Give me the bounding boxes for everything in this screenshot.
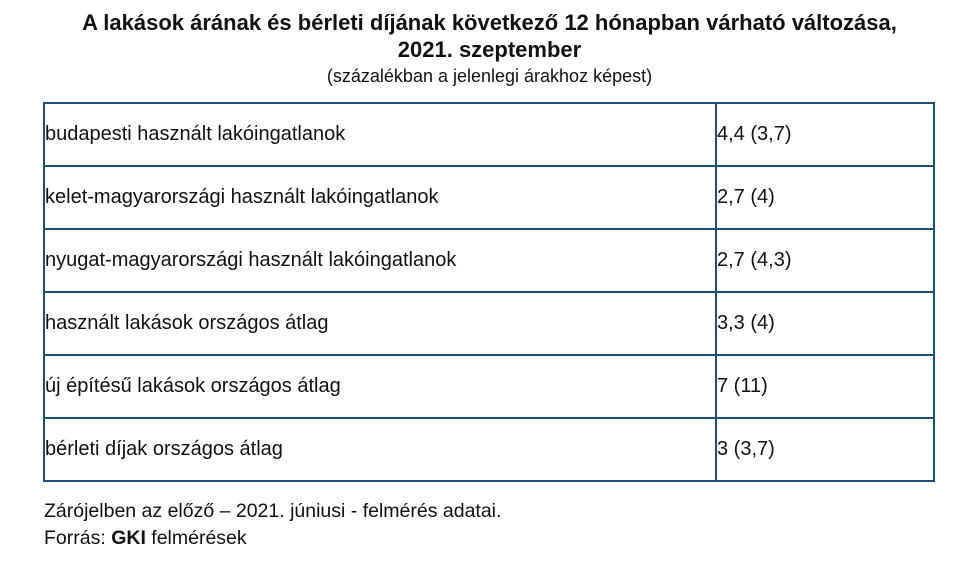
figure-subtitle: (százalékban a jelenlegi árakhoz képest)	[326, 66, 653, 86]
row-value: 2,7 (4,3)	[715, 228, 935, 293]
row-label: kelet-magyarországi használt lakóingatla…	[43, 165, 717, 230]
figure-title-line2: 2021. szeptember	[397, 37, 582, 62]
footnote: Zárójelben az előző – 2021. júniusi - fe…	[44, 500, 502, 522]
row-value: 3 (3,7)	[715, 417, 935, 482]
row-label: budapesti használt lakóingatlanok	[43, 102, 717, 167]
table-row: új építésű lakások országos átlag 7 (11)	[43, 354, 935, 419]
footer: Zárójelben az előző – 2021. júniusi - fe…	[44, 498, 979, 552]
source-prefix: Forrás:	[44, 527, 106, 549]
figure-title-line1: A lakások árának és bérleti díjának köve…	[82, 10, 897, 35]
table-row: budapesti használt lakóingatlanok 4,4 (3…	[43, 102, 935, 167]
table-row: kelet-magyarországi használt lakóingatla…	[43, 165, 935, 230]
table-row: használt lakások országos átlag 3,3 (4)	[43, 291, 935, 356]
row-value: 3,3 (4)	[715, 291, 935, 356]
source-name: GKI	[111, 527, 146, 549]
row-value: 7 (11)	[715, 354, 935, 419]
table-body: budapesti használt lakóingatlanok 4,4 (3…	[43, 102, 935, 482]
source-suffix: felmérések	[151, 527, 247, 549]
table-row: bérleti díjak országos átlag 3 (3,7)	[43, 417, 935, 482]
row-label: új építésű lakások országos átlag	[43, 354, 717, 419]
table-row: nyugat-magyarországi használt lakóingatl…	[43, 228, 935, 293]
source-line: Forrás: GKI felmérések	[44, 525, 979, 552]
row-label: használt lakások országos átlag	[43, 291, 717, 356]
row-label: nyugat-magyarországi használt lakóingatl…	[43, 228, 717, 293]
data-table: budapesti használt lakóingatlanok 4,4 (3…	[43, 102, 935, 482]
row-value: 2,7 (4)	[715, 165, 935, 230]
row-label: bérleti díjak országos átlag	[43, 417, 717, 482]
title-block: A lakások árának és bérleti díjának köve…	[0, 0, 979, 88]
row-value: 4,4 (3,7)	[715, 102, 935, 167]
